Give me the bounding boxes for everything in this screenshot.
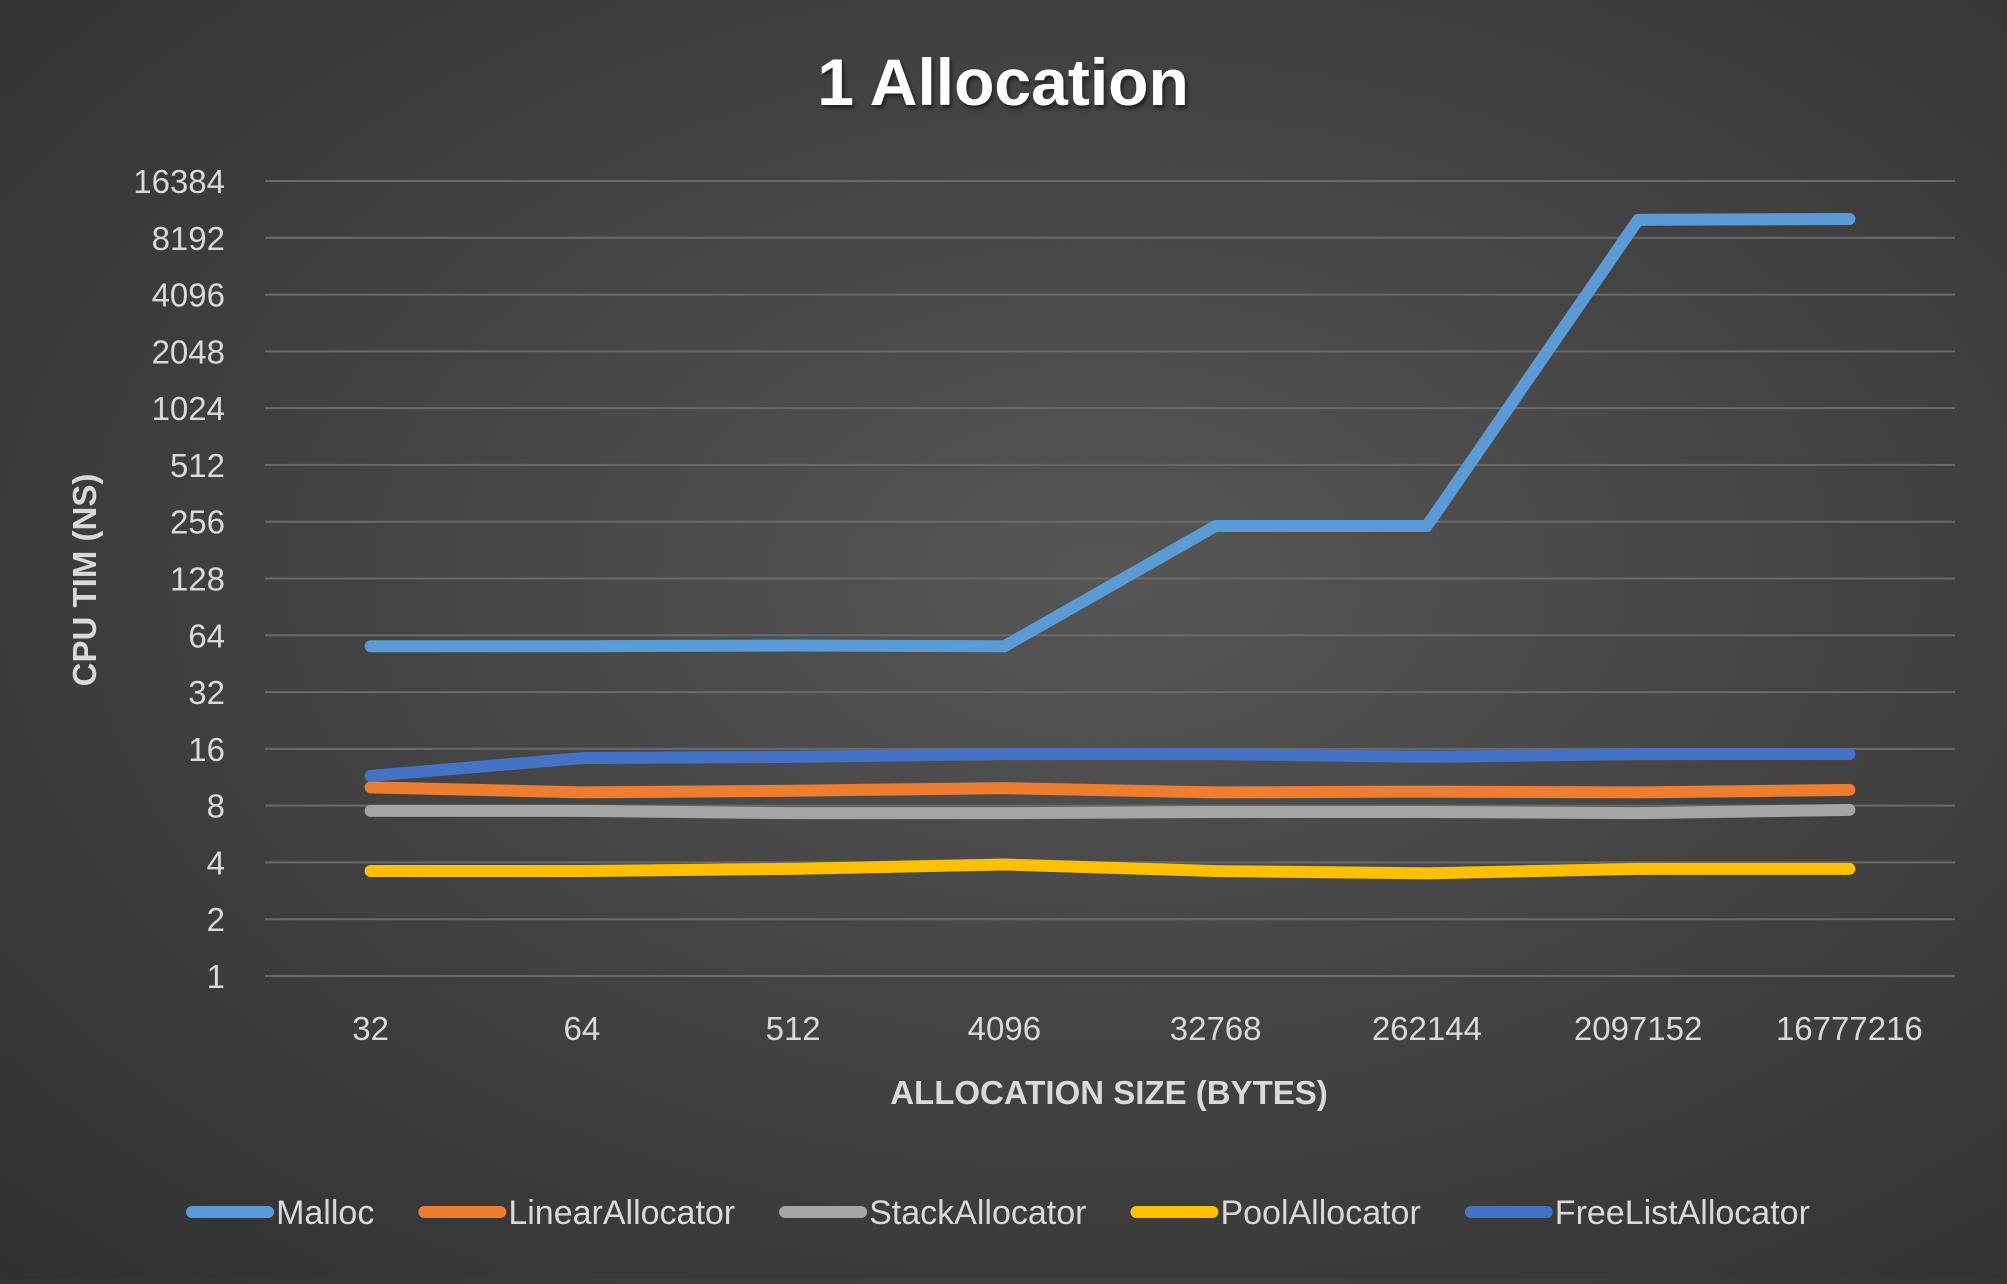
legend-label: Malloc <box>276 1194 374 1232</box>
legend-item-stackallocator: StackAllocator <box>779 1194 1086 1232</box>
data-point-linearallocator <box>1847 788 1851 792</box>
y-tick-label: 4 <box>207 844 225 881</box>
data-point-poolallocator <box>1636 867 1640 871</box>
y-tick-label: 1024 <box>152 390 225 427</box>
y-tick-label: 32 <box>188 674 225 711</box>
data-point-malloc <box>1002 644 1006 648</box>
x-tick-label: 512 <box>766 1010 821 1047</box>
x-tick-label: 64 <box>564 1010 601 1047</box>
data-point-linearallocator <box>791 789 795 793</box>
data-point-stackallocator <box>1214 810 1218 814</box>
data-point-malloc <box>1636 218 1640 222</box>
x-tick-label: 262144 <box>1372 1010 1482 1047</box>
data-point-freelistallocator <box>1425 755 1429 759</box>
data-point-poolallocator <box>1425 871 1429 875</box>
legend: Malloc LinearAllocator StackAllocator PoolA… <box>186 1194 1810 1232</box>
y-tick-label: 4096 <box>152 277 225 314</box>
data-point-freelistallocator <box>580 756 584 760</box>
y-tick-label: 2 <box>207 901 225 938</box>
data-point-malloc <box>1425 524 1429 528</box>
data-point-freelistallocator <box>791 755 795 759</box>
legend-label: StackAllocator <box>869 1194 1086 1232</box>
data-point-poolallocator <box>791 867 795 871</box>
data-point-poolallocator <box>1002 863 1006 867</box>
data-point-stackallocator <box>1636 811 1640 815</box>
y-axis-tick-labels: 16384 8192 4096 2048 1024 512 256 128 64 32 16 8 4 2 1 <box>133 163 225 995</box>
data-point-stackallocator <box>791 811 795 815</box>
data-point-linearallocator <box>580 790 584 794</box>
data-point-linearallocator <box>1002 786 1006 790</box>
data-point-stackallocator <box>580 809 584 813</box>
data-point-freelistallocator <box>1002 752 1006 756</box>
x-axis-title: ALLOCATION SIZE (BYTES) <box>890 1074 1328 1111</box>
series-line-malloc <box>364 213 1856 653</box>
gridlines <box>265 180 1955 977</box>
legend-label: FreeListAllocator <box>1555 1194 1810 1232</box>
legend-item-linearallocator: LinearAllocator <box>418 1194 735 1232</box>
data-point-freelistallocator <box>1847 752 1851 756</box>
y-tick-label: 16384 <box>133 163 225 200</box>
series-line-poolallocator <box>364 858 1856 880</box>
y-tick-label: 8 <box>207 788 225 825</box>
data-point-malloc <box>580 644 584 648</box>
series-line-stackallocator <box>364 803 1856 820</box>
y-tick-label: 128 <box>170 561 225 598</box>
data-point-linearallocator <box>1214 790 1218 794</box>
chart-title: 1 Allocation <box>817 45 1189 119</box>
x-tick-label: 32768 <box>1170 1010 1262 1047</box>
legend-item-freelistallocator: FreeListAllocator <box>1464 1194 1810 1232</box>
data-point-stackallocator <box>1002 811 1006 815</box>
series-line-freelistallocator <box>364 748 1856 782</box>
legend-label: LinearAllocator <box>508 1194 735 1232</box>
legend-label: PoolAllocator <box>1220 1194 1420 1232</box>
data-point-stackallocator <box>369 809 373 813</box>
data-point-freelistallocator <box>1214 752 1218 756</box>
data-point-poolallocator <box>369 869 373 873</box>
data-point-malloc <box>1214 524 1218 528</box>
y-tick-label: 512 <box>170 447 225 484</box>
data-point-stackallocator <box>1425 810 1429 814</box>
data-point-malloc <box>791 643 795 647</box>
data-point-linearallocator <box>369 785 373 789</box>
data-point-malloc <box>1847 217 1851 221</box>
data-point-poolallocator <box>1214 869 1218 873</box>
x-tick-label: 4096 <box>968 1010 1041 1047</box>
y-tick-label: 16 <box>188 731 225 768</box>
y-tick-label: 256 <box>170 504 225 541</box>
legend-item-poolallocator: PoolAllocator <box>1130 1194 1421 1232</box>
y-tick-label: 2048 <box>152 333 225 370</box>
data-point-freelistallocator <box>369 774 373 778</box>
data-point-linearallocator <box>1425 790 1429 794</box>
data-point-poolallocator <box>580 869 584 873</box>
series-line-linearallocator <box>364 781 1856 799</box>
x-tick-label: 2097152 <box>1574 1010 1702 1047</box>
data-point-malloc <box>369 644 373 648</box>
y-tick-label: 64 <box>188 617 225 654</box>
y-axis-title: CPU TIM (NS) <box>66 474 103 687</box>
x-tick-label: 32 <box>352 1010 389 1047</box>
y-tick-label: 8192 <box>152 220 225 257</box>
legend-item-malloc: Malloc <box>186 1194 374 1232</box>
y-tick-label: 1 <box>207 958 225 995</box>
series-lines <box>364 213 1856 880</box>
data-point-stackallocator <box>1847 808 1851 812</box>
data-point-linearallocator <box>1636 790 1640 794</box>
x-axis-tick-labels: 32 64 512 4096 32768 262144 2097152 16777216 <box>352 1010 1923 1047</box>
data-point-poolallocator <box>1847 867 1851 871</box>
x-tick-label: 16777216 <box>1776 1010 1923 1047</box>
data-point-freelistallocator <box>1636 752 1640 756</box>
